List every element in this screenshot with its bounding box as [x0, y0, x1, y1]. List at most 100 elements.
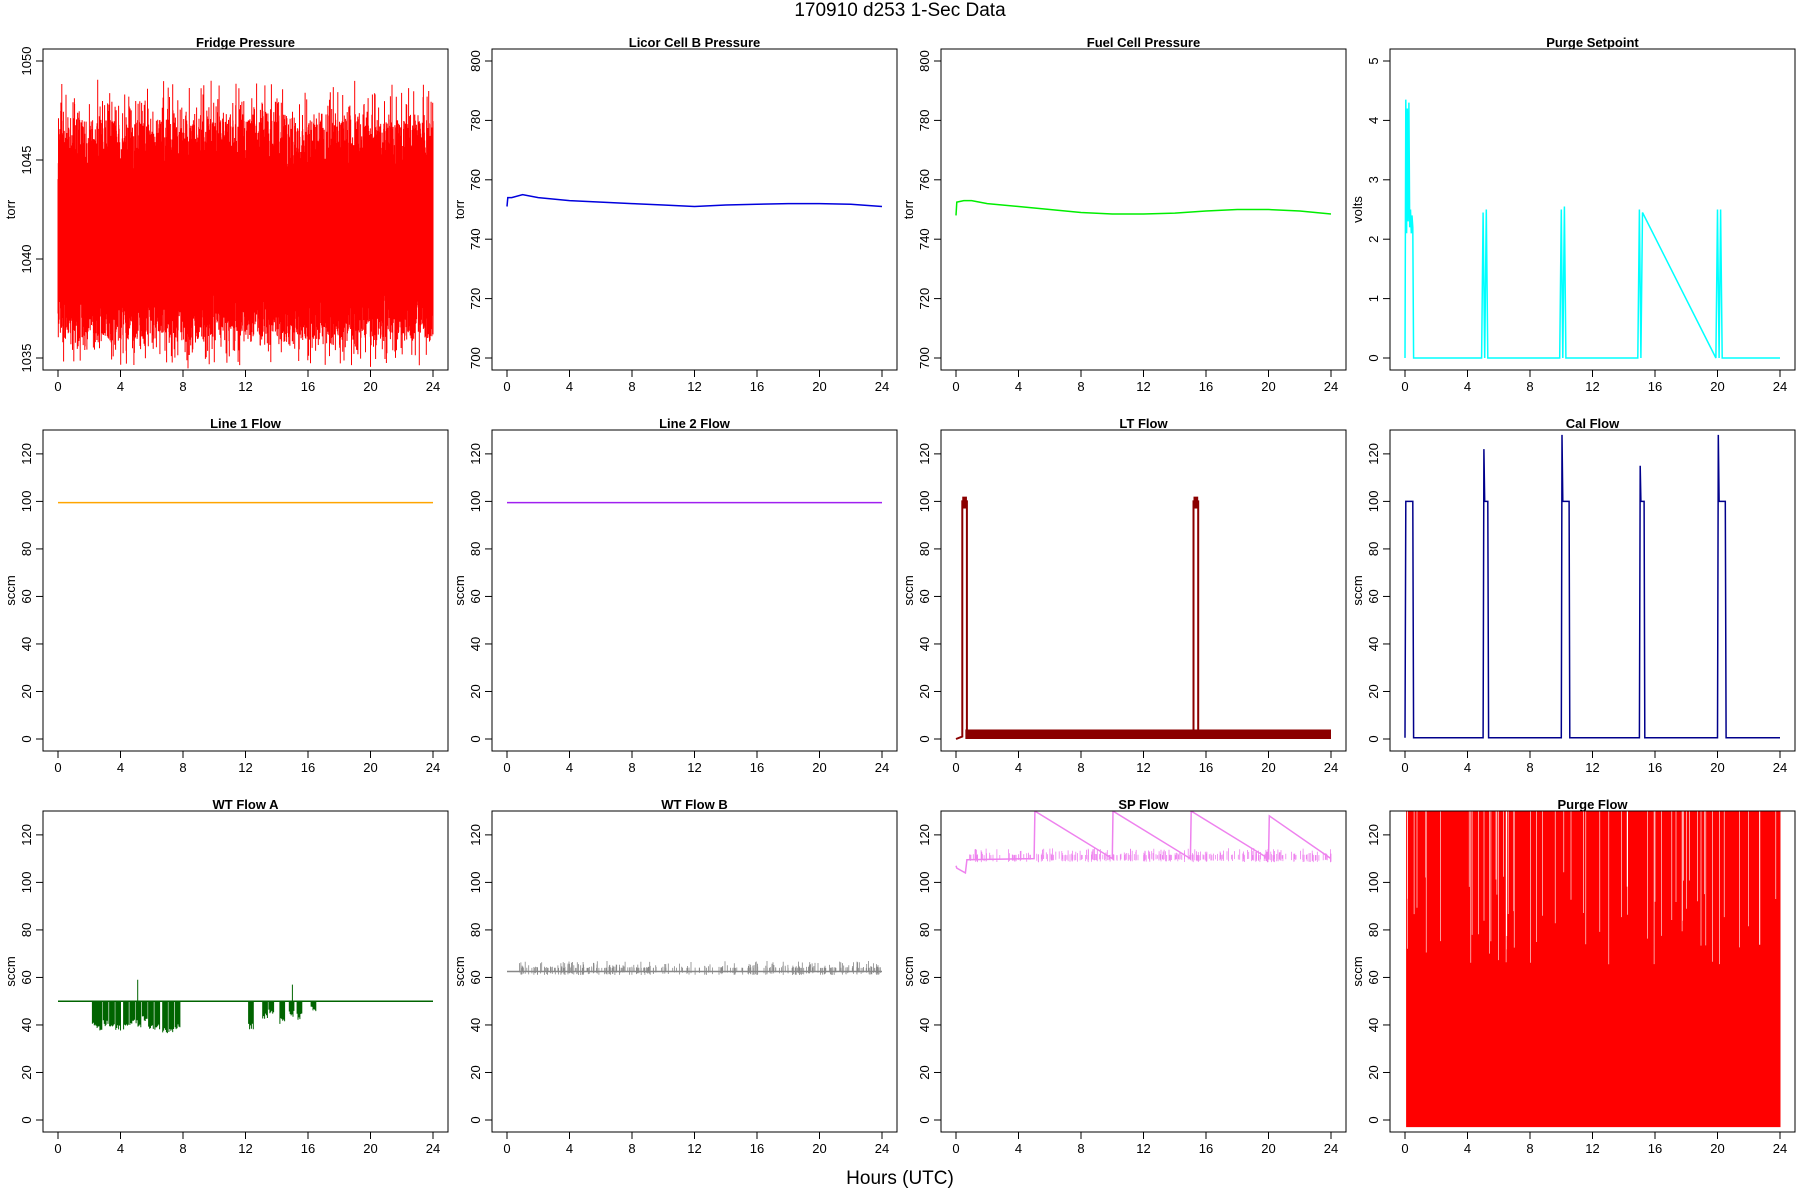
series-line	[1406, 811, 1781, 1128]
x-tick-label: 24	[1324, 1141, 1338, 1156]
y-tick-label: 1050	[19, 47, 34, 76]
series-group	[955, 199, 1332, 216]
panel-0: Fridge Pressure 0 4 8 12 16 20 24 1035 1040 1045 10…	[3, 35, 449, 394]
panel-title: Line 1 Flow	[210, 416, 282, 431]
y-tick-label: 20	[1366, 684, 1381, 698]
x-tick-label: 8	[179, 379, 186, 394]
series-band	[1193, 496, 1199, 509]
x-tick-label: 12	[238, 760, 252, 775]
x-tick-label: 20	[812, 760, 826, 775]
x-tick-label: 8	[1077, 379, 1084, 394]
plot-frame	[940, 48, 1347, 371]
y-tick-label: 1045	[19, 146, 34, 175]
figure-xlabel: Hours (UTC)	[846, 1168, 954, 1189]
series-line	[506, 193, 883, 208]
x-tick-label: 12	[238, 379, 252, 394]
panel-title: LT Flow	[1119, 416, 1168, 431]
x-tick-label: 8	[1526, 760, 1533, 775]
y-axis-label: sccm	[452, 575, 467, 605]
x-tick-label: 8	[1526, 1141, 1533, 1156]
y-tick-label: 4	[1366, 117, 1381, 124]
x-tick-label: 0	[952, 760, 959, 775]
x-tick-label: 20	[363, 760, 377, 775]
x-tick-label: 24	[426, 1141, 440, 1156]
x-tick-label: 16	[301, 1141, 315, 1156]
x-tick-label: 12	[1585, 760, 1599, 775]
y-tick-label: 0	[1366, 735, 1381, 742]
x-tick-label: 12	[1585, 1141, 1599, 1156]
panel-title: Fridge Pressure	[196, 35, 295, 50]
panel-title: Cal Flow	[1566, 416, 1620, 431]
y-tick-label: 0	[19, 1116, 34, 1123]
y-tick-label: 120	[19, 824, 34, 846]
series-noise	[519, 961, 881, 975]
x-tick-label: 4	[1464, 379, 1471, 394]
x-tick-label: 12	[238, 1141, 252, 1156]
y-tick-label: 0	[1366, 1116, 1381, 1123]
y-tick-label: 20	[19, 684, 34, 698]
y-tick-label: 20	[19, 1065, 34, 1079]
x-tick-label: 4	[566, 1141, 573, 1156]
y-tick-label: 1035	[19, 344, 34, 373]
x-tick-label: 0	[54, 379, 61, 394]
x-tick-label: 0	[54, 760, 61, 775]
x-tick-label: 24	[875, 760, 889, 775]
x-tick-label: 0	[503, 760, 510, 775]
y-tick-label: 40	[917, 1018, 932, 1032]
series-group	[57, 79, 434, 369]
panel-title: Purge Setpoint	[1546, 35, 1639, 50]
panel-9: WT Flow B 0 4 8 12 16 20 24 0 20 40 60 80 100 120 sccm	[452, 797, 898, 1156]
panel-4: Line 1 Flow 0 4 8 12 16 20 24 0 20 40 60 80 100 120 scc…	[3, 416, 449, 775]
y-tick-label: 2	[1366, 236, 1381, 243]
y-tick-label: 120	[917, 824, 932, 846]
y-tick-label: 40	[19, 637, 34, 651]
plot-frame	[491, 429, 898, 752]
y-tick-label: 120	[468, 824, 483, 846]
x-tick-label: 12	[687, 379, 701, 394]
y-tick-label: 80	[19, 923, 34, 937]
y-tick-label: 5	[1366, 57, 1381, 64]
x-tick-label: 16	[1199, 1141, 1213, 1156]
series-line	[1404, 434, 1780, 739]
x-tick-label: 0	[503, 379, 510, 394]
y-tick-label: 40	[19, 1018, 34, 1032]
y-tick-label: 780	[468, 110, 483, 132]
y-tick-label: 80	[1366, 923, 1381, 937]
y-tick-label: 80	[19, 542, 34, 556]
x-tick-label: 12	[687, 760, 701, 775]
plot-frame	[1389, 48, 1796, 371]
y-tick-label: 60	[1366, 589, 1381, 603]
x-tick-label: 16	[301, 760, 315, 775]
series-noise	[969, 848, 1332, 863]
x-tick-label: 0	[54, 1141, 61, 1156]
series-group	[506, 193, 883, 208]
series-group	[1404, 99, 1780, 359]
x-tick-label: 20	[1261, 379, 1275, 394]
y-tick-label: 60	[19, 970, 34, 984]
y-axis-label: sccm	[901, 575, 916, 605]
series-gap	[1407, 811, 1777, 965]
plot-frame	[491, 48, 898, 371]
y-tick-label: 20	[468, 684, 483, 698]
x-tick-label: 8	[179, 1141, 186, 1156]
x-tick-label: 12	[1585, 379, 1599, 394]
y-tick-label: 120	[19, 443, 34, 465]
y-tick-label: 100	[1366, 872, 1381, 894]
y-axis-label: sccm	[1350, 956, 1365, 986]
x-tick-label: 24	[1324, 379, 1338, 394]
x-tick-label: 0	[952, 379, 959, 394]
x-tick-label: 24	[1773, 760, 1787, 775]
y-tick-label: 20	[917, 684, 932, 698]
y-tick-label: 40	[917, 637, 932, 651]
series-line	[57, 79, 434, 369]
plot-frame	[940, 429, 1347, 752]
x-tick-label: 8	[1077, 1141, 1084, 1156]
y-tick-label: 3	[1366, 176, 1381, 183]
y-axis-label: torr	[901, 199, 916, 219]
panel-title: Fuel Cell Pressure	[1087, 35, 1200, 50]
y-tick-label: 20	[468, 1065, 483, 1079]
y-tick-label: 0	[19, 735, 34, 742]
